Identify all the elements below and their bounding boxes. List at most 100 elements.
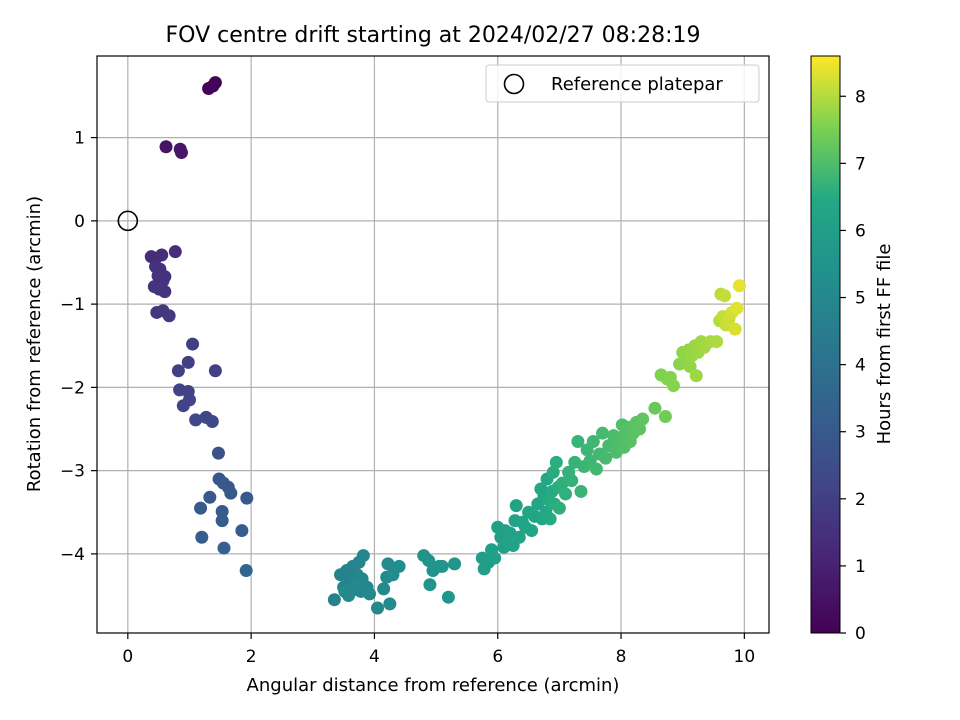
scatter-point — [206, 79, 220, 93]
scatter-point — [559, 487, 573, 501]
scatter-point — [599, 451, 613, 465]
scatter-point — [168, 245, 182, 259]
x-axis-ticks: 0 2 4 6 8 10 — [122, 633, 755, 667]
scatter-point — [658, 410, 672, 424]
scatter-point — [174, 146, 188, 160]
scatter-point — [633, 422, 647, 436]
y-tick-label: 1 — [74, 129, 85, 149]
colorbar-tick-label: 7 — [855, 154, 866, 174]
x-tick-label: 0 — [122, 647, 133, 667]
scatter-point — [422, 554, 436, 568]
scatter-point — [732, 279, 746, 293]
scatter-point — [348, 579, 362, 593]
scatter-point — [448, 557, 462, 571]
scatter-point — [589, 462, 603, 476]
x-tick-label: 4 — [369, 647, 380, 667]
scatter-point — [571, 434, 585, 448]
scatter-point — [239, 564, 253, 578]
scatter-point — [203, 490, 217, 504]
scatter-point — [730, 301, 744, 315]
y-tick-label: −1 — [60, 295, 85, 315]
reference-platepar-marker — [117, 210, 139, 232]
scatter-point — [689, 369, 703, 383]
scatter-point — [176, 399, 190, 413]
scatter-point — [435, 559, 449, 573]
y-tick-label: 0 — [74, 212, 85, 232]
scatter-point — [215, 514, 229, 528]
scatter-point — [217, 541, 231, 555]
legend: Reference platepar — [485, 64, 760, 103]
x-tick-label: 8 — [616, 647, 627, 667]
scatter-point — [441, 590, 455, 604]
scatter-point — [371, 601, 385, 615]
scatter-point — [728, 322, 742, 336]
scatter-point — [512, 530, 526, 544]
scatter-points — [144, 76, 746, 615]
scatter-point — [162, 309, 176, 323]
colorbar-label: Hours from first FF file — [874, 244, 895, 445]
scatter-point — [648, 401, 662, 415]
colorbar-tick-label: 0 — [855, 624, 866, 644]
colorbar-tick-label: 3 — [855, 423, 866, 443]
scatter-point — [215, 504, 229, 518]
colorbar-tick-label: 6 — [855, 221, 866, 241]
colorbar-tick-label: 4 — [855, 356, 866, 376]
scatter-point — [636, 412, 650, 426]
scatter-point — [362, 587, 376, 601]
colorbar-tick-label: 8 — [855, 87, 866, 107]
scatter-point — [509, 499, 523, 513]
scatter-point — [546, 465, 560, 479]
legend-box — [485, 64, 760, 103]
scatter-point — [338, 584, 352, 598]
scatter-point — [224, 486, 238, 500]
scatter-point — [381, 557, 395, 571]
scatter-point — [327, 593, 341, 607]
colorbar-tick-label: 2 — [855, 490, 866, 510]
y-axis-label: Rotation from reference (arcmin) — [24, 196, 45, 492]
scatter-point — [710, 335, 724, 349]
scatter-point — [189, 413, 203, 427]
scatter-point — [666, 379, 680, 393]
scatter-point — [543, 512, 557, 526]
colorbar — [810, 55, 841, 634]
x-tick-label: 6 — [492, 647, 503, 667]
y-tick-label: −2 — [60, 378, 85, 398]
scatter-point — [377, 582, 391, 596]
scatter-point — [552, 501, 566, 515]
scatter-point — [158, 285, 172, 299]
scatter-point — [211, 446, 225, 460]
scatter-point — [423, 578, 437, 592]
scatter-point — [525, 524, 539, 538]
y-axis-ticks: −4 −3 −2 −1 0 1 — [60, 129, 97, 565]
scatter-point — [586, 434, 600, 448]
grid — [97, 56, 769, 633]
y-tick-label: −4 — [60, 545, 85, 565]
scatter-point — [383, 597, 397, 611]
legend-label: Reference platepar — [551, 74, 723, 95]
x-tick-label: 10 — [734, 647, 756, 667]
scatter-point — [718, 289, 732, 303]
scatter-point — [574, 484, 588, 498]
colorbar-ticks: 0 1 2 3 4 5 6 7 8 — [840, 87, 866, 644]
scatter-point — [565, 474, 579, 488]
scatter-point — [159, 140, 173, 154]
x-tick-label: 2 — [246, 647, 257, 667]
colorbar-tick-label: 1 — [855, 557, 866, 577]
scatter-point — [549, 455, 563, 469]
y-tick-label: −3 — [60, 462, 85, 482]
scatter-point — [240, 491, 254, 505]
scatter-point — [171, 364, 185, 378]
legend-marker — [503, 73, 525, 95]
scatter-point — [181, 355, 195, 369]
scatter-point — [155, 248, 169, 262]
scatter-point — [195, 530, 209, 544]
scatter-point — [208, 364, 222, 378]
scatter-point — [235, 524, 249, 538]
scatter-point — [205, 415, 219, 429]
scatter-point — [356, 549, 370, 563]
plot-frame — [96, 55, 770, 634]
chart-title: FOV centre drift starting at 2024/02/27 … — [166, 23, 701, 48]
scatter-point — [683, 360, 697, 374]
scatter-point — [194, 501, 208, 515]
